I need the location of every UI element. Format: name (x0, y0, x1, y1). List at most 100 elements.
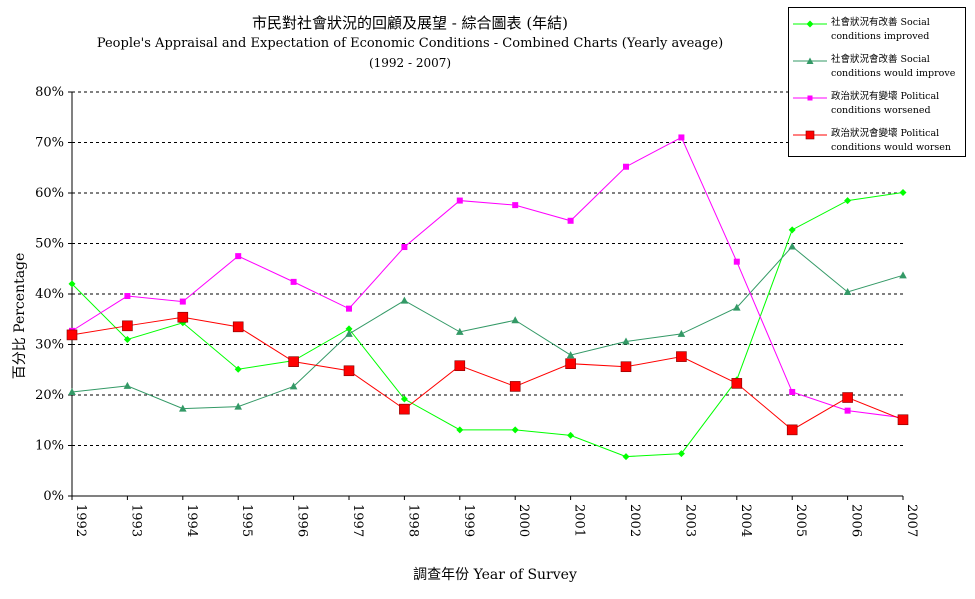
data-point (456, 426, 464, 434)
y-tick-label: 50% (35, 237, 64, 252)
legend-swatch-political-would-worsen (793, 130, 827, 140)
x-tick-label: 2006 (849, 504, 864, 537)
data-point (844, 197, 852, 205)
data-point (346, 305, 352, 312)
data-point (123, 335, 131, 343)
data-point (68, 280, 76, 288)
y-tick-label: 30% (35, 338, 64, 353)
data-point (234, 365, 242, 373)
x-tick-label: 2002 (627, 504, 642, 537)
y-tick-labels: 0% 10% 20% 30% 40% 50% 60% 70% 80% (35, 85, 64, 504)
x-tick-label: 2001 (572, 504, 587, 537)
x-tick-labels: 1992 1993 1994 1995 1996 1997 1998 1999 2000 2001… (71, 496, 919, 537)
series-0 (68, 188, 907, 461)
data-point (343, 365, 355, 377)
data-point (789, 388, 796, 395)
y-axis-label: 百分比 Percentage (12, 253, 28, 380)
data-point (290, 278, 297, 285)
legend-label: 政治狀況會變壞 Political (831, 128, 940, 139)
series-group (66, 134, 909, 461)
data-point (289, 382, 298, 390)
data-point (620, 361, 632, 373)
x-tick-label: 1996 (295, 504, 310, 537)
data-point (733, 303, 741, 311)
legend-swatch-social-improved (793, 20, 827, 28)
legend: 社會狀況有改善 Social conditions improved 社會狀況會… (788, 7, 966, 157)
data-point (899, 188, 907, 196)
x-tick-label: 1993 (128, 504, 143, 537)
chart-period: (1992 - 2007) (368, 56, 452, 70)
data-point (676, 351, 687, 362)
data-point (731, 378, 743, 389)
data-point (68, 387, 76, 395)
data-point (677, 329, 686, 337)
data-point (66, 329, 78, 341)
series-line (71, 245, 904, 410)
series-line (71, 136, 904, 419)
chart-subtitle: People's Appraisal and Expectation of Ec… (96, 36, 724, 51)
x-tick-label: 1994 (184, 504, 199, 537)
data-point (897, 414, 909, 426)
x-tick-label: 2000 (516, 504, 531, 537)
y-tick-label: 10% (35, 439, 64, 454)
data-point (456, 327, 464, 335)
data-point (454, 360, 466, 372)
legend-label: 社會狀況有改善 Social (831, 17, 930, 28)
data-point (124, 293, 131, 300)
data-point (288, 356, 299, 367)
chart-title: 市民對社會狀況的回顧及展望 - 綜合圖表 (年結) (251, 14, 569, 32)
data-point (567, 431, 575, 439)
data-point (399, 403, 410, 415)
data-point (733, 258, 740, 265)
x-tick-label: 1997 (350, 504, 365, 537)
data-point (509, 381, 521, 392)
y-tick-label: 70% (35, 136, 64, 151)
x-tick-label: 2005 (793, 504, 808, 537)
x-tick-label: 2004 (738, 504, 753, 537)
data-point (511, 316, 519, 324)
y-tick-label: 80% (35, 85, 64, 100)
x-axis-label: 調查年份 Year of Survey (413, 567, 577, 583)
data-point (177, 311, 189, 323)
legend-label-cont: conditions worsened (831, 105, 931, 116)
data-point (623, 163, 629, 170)
legend-item-social-would-improve: 社會狀況會改善 Social conditions would improve (793, 53, 965, 87)
data-point (622, 337, 630, 345)
legend-swatch-social-would-improve (793, 57, 827, 64)
data-point (179, 298, 186, 305)
data-point (788, 226, 796, 234)
x-tick-label: 2007 (904, 504, 919, 537)
series-line (71, 316, 904, 431)
series-line (71, 192, 904, 458)
data-point (512, 202, 519, 209)
x-tick-label: 1992 (73, 504, 88, 537)
legend-label-cont: conditions would worsen (831, 142, 951, 153)
legend-label: 社會狀況會改善 Social (831, 54, 930, 65)
y-tick-label: 40% (35, 287, 64, 302)
data-point (567, 217, 574, 224)
data-point (844, 407, 851, 414)
x-tick-label: 1995 (239, 504, 254, 537)
x-tick-label: 1999 (461, 504, 476, 537)
data-point (232, 321, 244, 333)
data-point (235, 253, 242, 260)
legend-label-cont: conditions improved (831, 31, 930, 42)
x-tick-label: 2003 (682, 504, 697, 537)
data-point (179, 404, 187, 412)
y-tick-label: 60% (35, 186, 64, 201)
data-point (622, 453, 630, 461)
data-point (511, 426, 519, 434)
legend-item-social-improved: 社會狀況有改善 Social conditions improved (793, 16, 965, 50)
data-point (788, 242, 796, 250)
data-point (565, 358, 576, 369)
data-point (122, 320, 133, 332)
series-2 (69, 134, 906, 421)
data-point (843, 287, 852, 295)
x-tick-label: 1998 (405, 504, 420, 537)
data-point (899, 271, 907, 279)
data-point (842, 392, 853, 403)
y-tick-label: 0% (43, 489, 64, 504)
data-point (400, 296, 409, 304)
legend-item-political-worsened: 政治狀況有變壞 Political conditions worsened (793, 90, 965, 124)
data-point (786, 424, 798, 436)
